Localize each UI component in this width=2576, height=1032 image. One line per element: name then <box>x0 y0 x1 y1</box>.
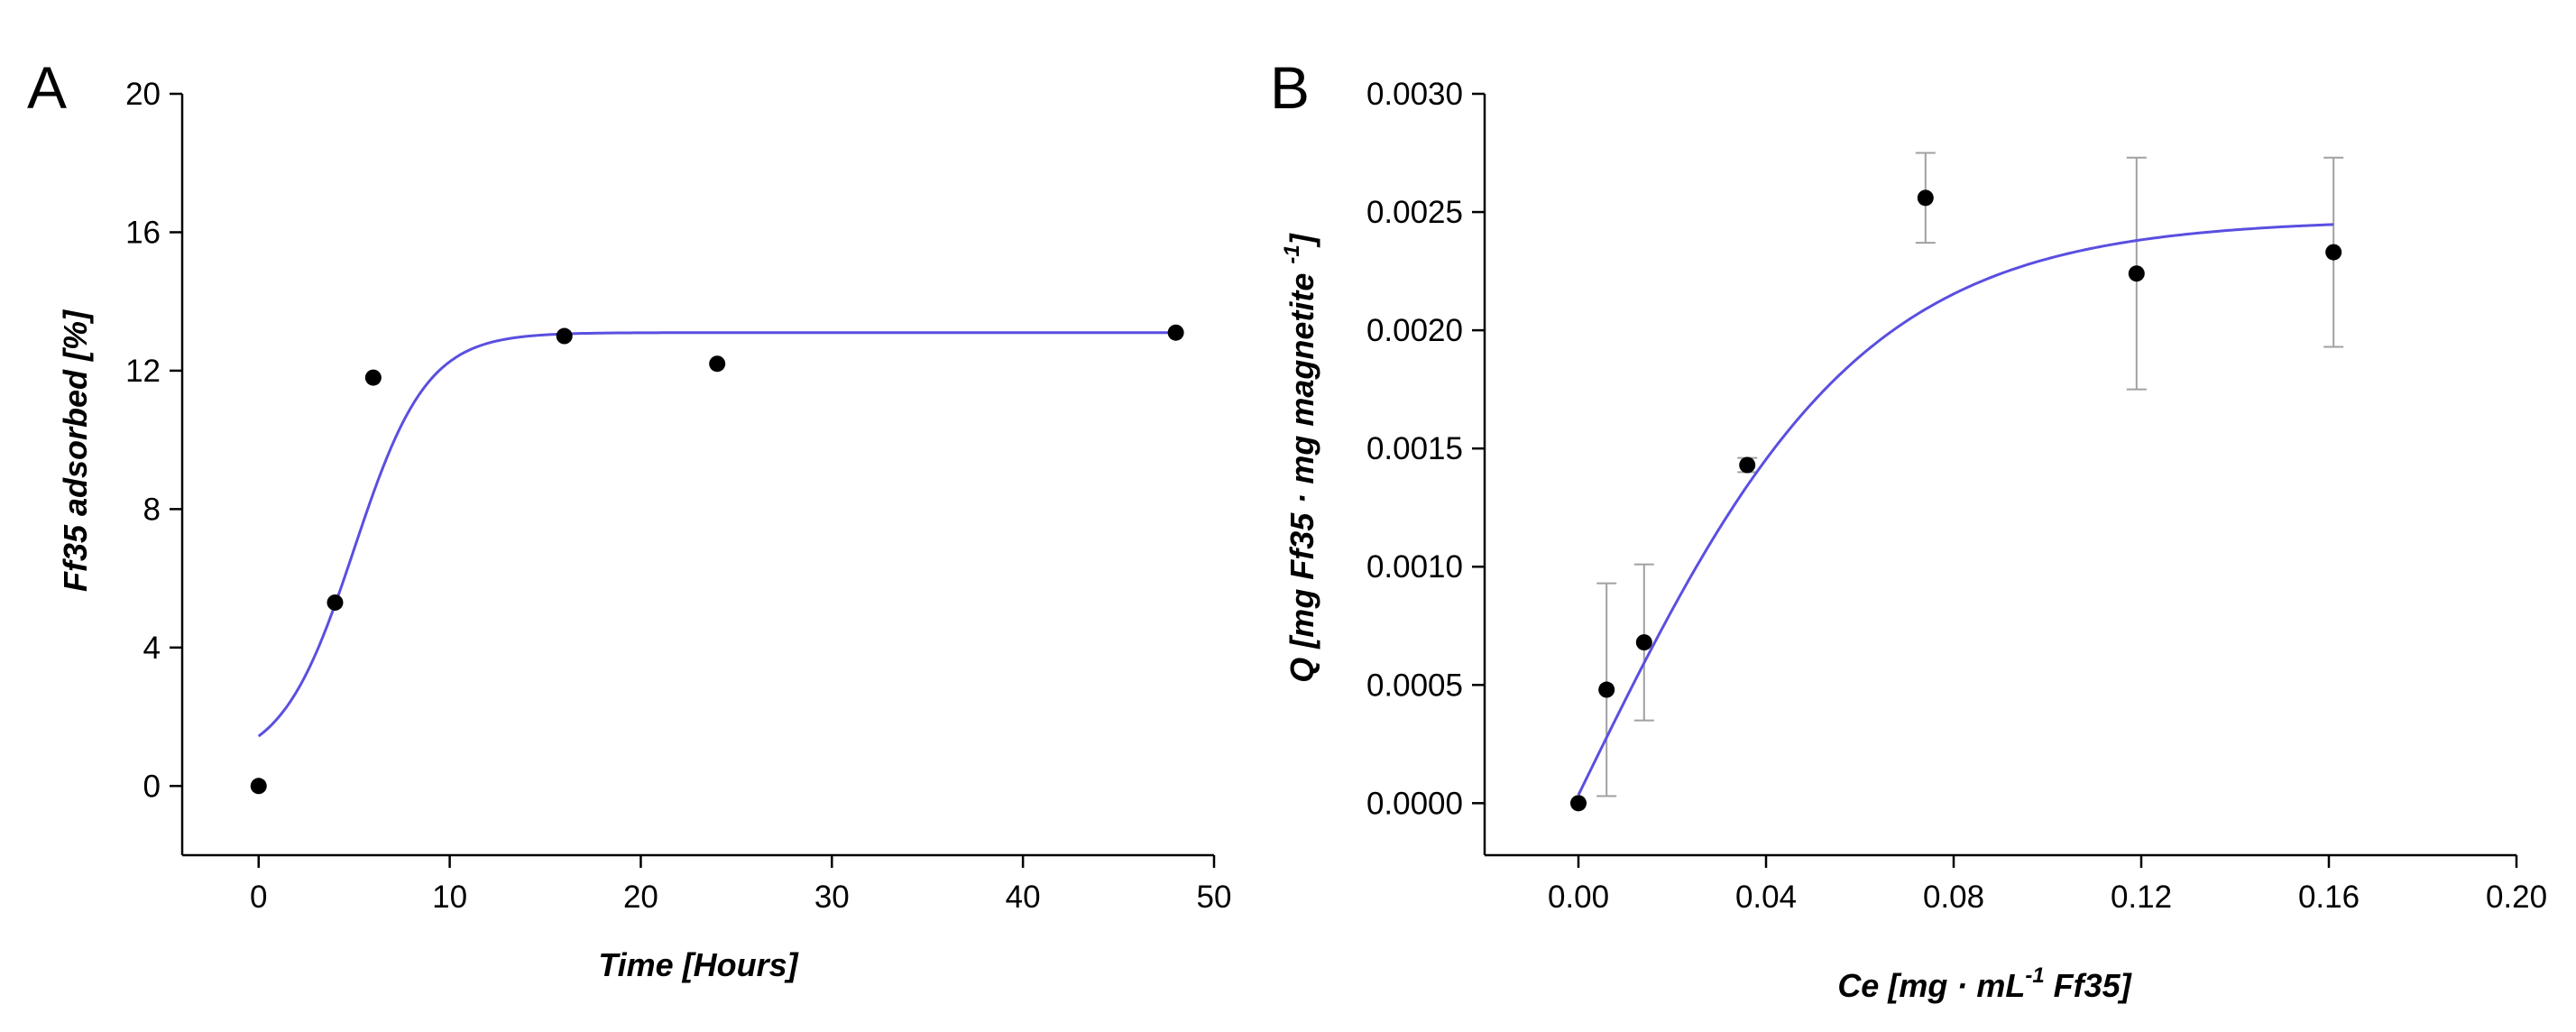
panel-b-letter: B <box>1270 54 1310 121</box>
panel-a-data-point <box>327 594 344 611</box>
panel-b-data-point <box>1635 634 1652 651</box>
panel-a-data-point <box>364 369 382 386</box>
panel-b-x-tick-label: 0.16 <box>2298 880 2360 915</box>
panel-a-x-tick-label: 0 <box>250 880 267 915</box>
panel-a-data-point <box>709 355 726 373</box>
panel-a-y-tick-label: 8 <box>143 492 161 527</box>
panel-b-y-axis-title-tail: ] <box>1283 233 1320 248</box>
panel-b-x-tick-label: 0.20 <box>2486 880 2547 915</box>
panel-a-x-tick-label: 50 <box>1197 880 1232 915</box>
panel-a: A 0 10 20 30 40 50 0 4 8 12 16 20 Time [Hours] Ff3… <box>27 54 1231 983</box>
panel-b-x-axis-title-main: Ce [mg · mL <box>1837 967 2025 1004</box>
panel-a-x-tick-label: 20 <box>623 880 658 915</box>
panel-a-data-point <box>250 778 267 795</box>
panel-b-fit-curve <box>1577 223 2334 796</box>
panel-b-data-point <box>1739 456 1756 474</box>
panel-b-y-axis-title-sup: -1 <box>1280 244 1304 263</box>
panel-a-data-point <box>556 327 573 345</box>
panel-b-x-axis-title-sup: -1 <box>2025 963 2044 988</box>
panel-a-fit-curve <box>257 331 1176 738</box>
panel-b-y-tick-label: 0.0020 <box>1366 313 1463 348</box>
panel-a-y-tick-label: 0 <box>143 769 161 804</box>
panel-b-x-tick-label: 0.08 <box>1923 880 1984 915</box>
panel-b-x-tick-label: 0.04 <box>1735 880 1797 915</box>
panel-b-x-tick-label: 0.12 <box>2111 880 2172 915</box>
panel-b-data-point <box>1917 189 1934 207</box>
panel-b-y-tick-label: 0.0015 <box>1366 431 1463 466</box>
panel-a-y-tick-label: 12 <box>125 354 161 389</box>
panel-b-y-tick-label: 0.0010 <box>1366 549 1463 585</box>
panel-b-data-point <box>2128 265 2145 282</box>
panel-a-x-tick-label: 40 <box>1006 880 1041 915</box>
panel-a-y-tick-label: 4 <box>143 631 161 666</box>
panel-b-y-tick-label: 0.0025 <box>1366 195 1463 230</box>
panel-b: B 0.00 0.04 0.08 0.12 0.16 0.20 0.0000 0.0005 0… <box>1270 54 2547 1004</box>
panel-b-y-tick-label: 0.0000 <box>1366 786 1463 821</box>
panel-b-x-tick-label: 0.00 <box>1548 880 1609 915</box>
panel-a-x-axis-title: Time [Hours] <box>598 946 798 983</box>
panel-b-y-tick-label: 0.0030 <box>1366 77 1463 112</box>
panel-a-data-point <box>1167 324 1184 341</box>
panel-b-y-axis-title: Q [mg Ff35 · mg magnetite -1] <box>1280 233 1320 682</box>
panel-b-data-point <box>2325 244 2342 261</box>
panel-b-data-point <box>1570 795 1587 812</box>
panel-a-y-tick-label: 16 <box>125 215 161 250</box>
panel-a-x-tick-label: 30 <box>814 880 850 915</box>
panel-a-y-axis-title: Ff35 adsorbed [%] <box>57 309 94 592</box>
panel-b-y-tick-label: 0.0005 <box>1366 668 1463 703</box>
panel-a-letter: A <box>27 54 67 121</box>
panel-a-y-tick-label: 20 <box>125 77 161 112</box>
panel-b-data-point <box>1598 681 1615 698</box>
panel-b-x-axis-title-tail: Ff35] <box>2045 967 2132 1004</box>
panel-a-x-tick-label: 10 <box>432 880 467 915</box>
panel-b-x-axis-title: Ce [mg · mL-1 Ff35] <box>1837 963 2131 1004</box>
panel-b-y-axis-title-main: Q [mg Ff35 · mg magnetite <box>1283 264 1320 683</box>
